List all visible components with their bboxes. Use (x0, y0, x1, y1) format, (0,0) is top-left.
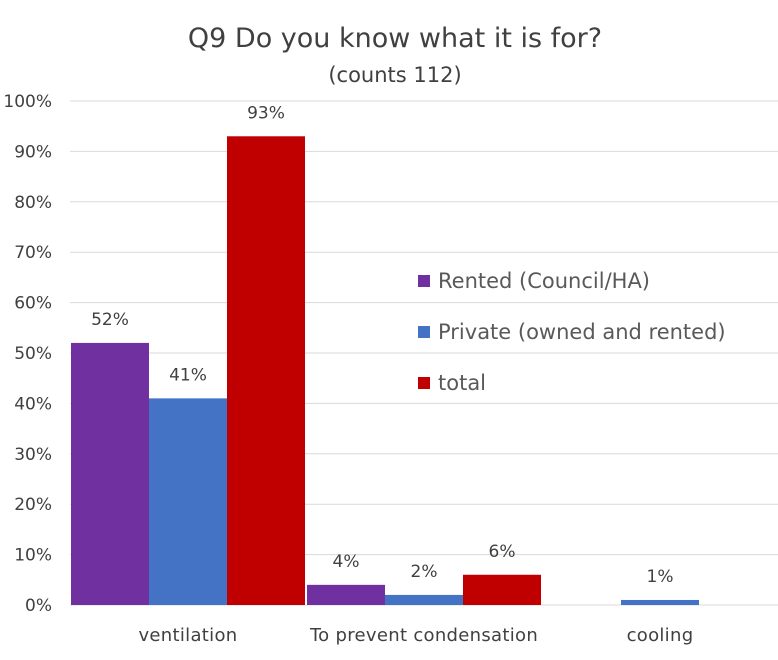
bar (385, 594, 463, 605)
y-tick-label: 90% (14, 142, 52, 162)
y-axis: 0% 10% 20% 30% 40% 50% 60% 70% 80% 90% 100% (3, 92, 52, 616)
legend: Rented (Council/HA) Private (owned and re… (418, 269, 726, 395)
bar (621, 599, 699, 605)
data-label: 93% (247, 103, 285, 123)
bar (71, 342, 149, 605)
bar (307, 584, 385, 605)
y-tick-label: 10% (14, 546, 52, 566)
category-label: ventilation (138, 625, 237, 646)
legend-swatch (418, 377, 430, 389)
bar (149, 398, 227, 605)
chart-title: Q9 Do you know what it is for? (188, 23, 602, 54)
data-label: 2% (411, 562, 438, 582)
legend-label: Rented (Council/HA) (438, 269, 650, 293)
x-axis: ventilation To prevent condensation coolin… (138, 625, 693, 646)
y-tick-label: 60% (14, 294, 52, 314)
y-tick-label: 50% (14, 344, 52, 364)
data-label: 4% (333, 552, 360, 572)
data-label: 52% (91, 310, 129, 330)
y-tick-label: 20% (14, 495, 52, 515)
y-tick-label: 70% (14, 243, 52, 263)
data-label: 6% (489, 542, 516, 562)
category-label: cooling (627, 625, 694, 646)
data-label: 41% (169, 365, 207, 385)
y-tick-label: 100% (3, 92, 52, 112)
y-tick-label: 40% (14, 394, 52, 414)
bar (463, 574, 541, 605)
y-tick-label: 80% (14, 193, 52, 213)
bars: 52% 41% 93% 4% 2% 6% 1% (71, 103, 699, 605)
y-tick-label: 30% (14, 445, 52, 465)
category-label: To prevent condensation (309, 625, 538, 646)
legend-label: total (438, 371, 486, 395)
legend-label: Private (owned and rented) (438, 320, 726, 344)
chart-subtitle: (counts 112) (328, 63, 461, 87)
legend-swatch (418, 326, 430, 338)
data-label: 1% (647, 567, 674, 587)
bar (227, 136, 305, 605)
y-tick-label: 0% (25, 596, 52, 616)
legend-swatch (418, 275, 430, 287)
